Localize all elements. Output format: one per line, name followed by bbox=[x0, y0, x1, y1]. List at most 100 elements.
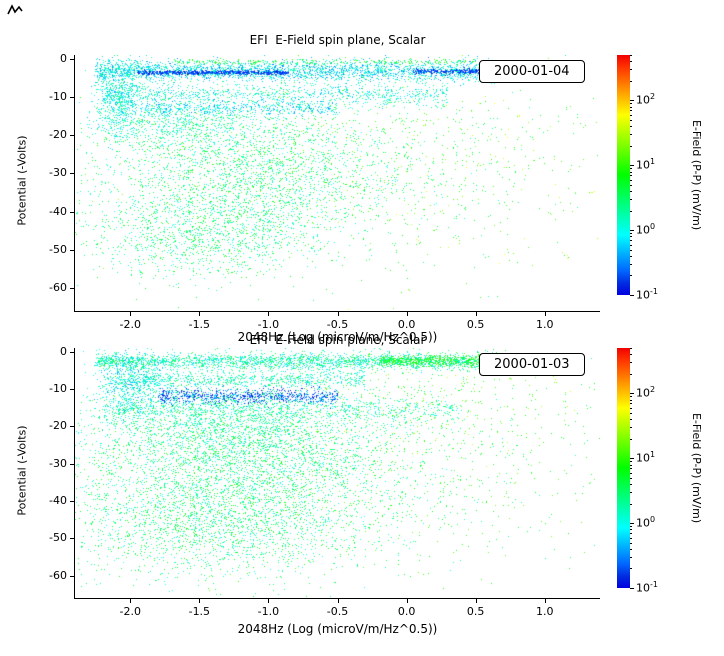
panel2-x-tick-label: 0.0 bbox=[397, 605, 416, 618]
panel2-colorbar-minor-tick bbox=[630, 477, 632, 479]
panel1-colorbar-minor-tick bbox=[630, 168, 632, 170]
panel2-scatter-canvas bbox=[75, 348, 600, 598]
panel1-colorbar-minor-tick bbox=[630, 199, 632, 201]
panel1-colorbar-tick bbox=[630, 100, 634, 102]
panel1-colorbar-minor-tick bbox=[630, 236, 632, 238]
panel2-colorbar-minor-tick bbox=[630, 348, 632, 350]
panel2-x-tick bbox=[406, 599, 408, 603]
panel1-colorbar-minor-tick bbox=[630, 233, 632, 235]
panel1-x-tick-label: 0.5 bbox=[466, 318, 485, 331]
panel1-colorbar-minor-tick bbox=[630, 249, 632, 251]
panel1-colorbar-minor-tick bbox=[630, 255, 632, 257]
panel1-colorbar-minor-tick bbox=[630, 114, 632, 116]
panel2-y-axis-line bbox=[74, 348, 75, 599]
panel1-colorbar-tick bbox=[630, 295, 634, 296]
panel2-colorbar-minor-tick bbox=[630, 407, 632, 409]
panel2-y-tick bbox=[70, 351, 74, 353]
panel1-colorbar-minor-tick bbox=[630, 80, 632, 82]
panel2-colorbar-minor-tick bbox=[630, 354, 632, 356]
panel1-colorbar-minor-tick bbox=[630, 171, 632, 173]
panel2-colorbar-minor-tick bbox=[630, 373, 632, 375]
panel2-y-tick bbox=[70, 389, 74, 391]
panel1-title: EFI E-Field spin plane, Scalar bbox=[249, 33, 426, 47]
panel1-x-tick bbox=[130, 312, 132, 316]
panel2-y-tick bbox=[70, 538, 74, 540]
panel2-colorbar-minor-tick bbox=[630, 548, 632, 550]
panel2-y-tick bbox=[70, 463, 74, 465]
panel2-y-tick-label: -10 bbox=[49, 382, 67, 396]
panel2-colorbar-minor-tick bbox=[630, 529, 632, 531]
panel1-yaxis-label: Potential (-Volts) bbox=[15, 135, 29, 226]
panel1-y-tick bbox=[70, 135, 74, 137]
panel2-colorbar-minor-tick bbox=[630, 503, 632, 505]
panel2-x-tick bbox=[268, 599, 270, 603]
panel1-colorbar bbox=[617, 55, 630, 295]
panel2-colorbar-minor-tick bbox=[630, 472, 632, 474]
panel1-colorbar-minor-tick bbox=[630, 55, 632, 57]
panel2-colorbar-tick-label: 10-1 bbox=[636, 580, 658, 595]
panel2-title: EFI E-Field spin plane, Scalar bbox=[249, 333, 426, 347]
panel1-colorbar-minor-tick bbox=[630, 69, 632, 71]
panel1-colorbar-minor-tick bbox=[630, 106, 632, 108]
panel2-colorbar-minor-tick bbox=[630, 526, 632, 528]
panel2-colorbar-tick bbox=[630, 458, 634, 460]
panel1-x-axis-line bbox=[74, 311, 600, 312]
panel2-colorbar-tick-label: 102 bbox=[636, 385, 656, 401]
panel1-y-axis-line bbox=[74, 55, 75, 312]
panel2-x-tick-label: -0.5 bbox=[326, 605, 349, 618]
panel2-x-tick-label: -2.0 bbox=[119, 605, 141, 618]
panel2-x-tick bbox=[475, 599, 477, 603]
panel2-colorbar-minor-tick bbox=[630, 464, 632, 466]
panel2-x-tick bbox=[544, 599, 546, 603]
panel1-y-tick bbox=[70, 58, 74, 60]
panel2-y-tick bbox=[70, 426, 74, 428]
panel2-colorbar-minor-tick bbox=[630, 412, 632, 414]
panel2-y-tick bbox=[70, 500, 74, 502]
panel1-x-tick-label: -1.0 bbox=[257, 318, 280, 331]
panel1-colorbar-minor-tick bbox=[630, 191, 632, 193]
panel2-yaxis-label: Potential (-Volts) bbox=[15, 425, 29, 516]
panel1-xaxis-label: 2048Hz (Log (microV/m/Hz^0.5)) bbox=[237, 330, 438, 344]
panel2-x-tick bbox=[199, 599, 201, 603]
panel1-colorbar-minor-tick bbox=[630, 103, 632, 105]
panel2-colorbar-minor-tick bbox=[630, 557, 632, 559]
panel2-colorbar-label: E-Field (P-P) (mV/m) bbox=[690, 412, 703, 524]
panel2-colorbar-tick bbox=[630, 393, 634, 395]
panel2-colorbar-minor-tick bbox=[630, 537, 632, 539]
panel2-x-tick-label: -1.0 bbox=[257, 605, 280, 618]
panel1-colorbar-minor-tick bbox=[630, 240, 632, 242]
panel1-x-tick-label: 1.0 bbox=[535, 318, 554, 331]
panel1-colorbar-minor-tick bbox=[630, 110, 632, 112]
panel2-colorbar-minor-tick bbox=[630, 438, 632, 440]
panel1-colorbar-minor-tick bbox=[630, 119, 632, 121]
panel2-x-tick bbox=[337, 599, 339, 603]
panel1-y-tick bbox=[70, 97, 74, 99]
panel2-y-tick bbox=[70, 575, 74, 577]
panel2-colorbar bbox=[617, 348, 630, 588]
panel1-colorbar-minor-tick bbox=[630, 264, 632, 266]
panel1-y-tick bbox=[70, 249, 74, 251]
panel2-colorbar-minor-tick bbox=[630, 403, 632, 405]
panel1-y-tick-label: -40 bbox=[49, 204, 67, 218]
panel1-colorbar-minor-tick bbox=[630, 244, 632, 246]
panel1-x-tick-label: 0.0 bbox=[397, 318, 416, 331]
panel1-x-tick bbox=[268, 312, 270, 316]
panel2-x-tick bbox=[130, 599, 132, 603]
panel2-x-tick-label: 1.0 bbox=[535, 605, 554, 618]
panel1-y-tick-label: 0 bbox=[60, 51, 67, 65]
panel1-y-tick bbox=[70, 173, 74, 175]
panel1-x-tick-label: -1.5 bbox=[188, 318, 211, 331]
panel1-x-tick bbox=[199, 312, 201, 316]
panel2-y-tick-label: -30 bbox=[49, 456, 67, 470]
panel1-y-tick-label: -50 bbox=[49, 242, 67, 256]
panel2-colorbar-minor-tick bbox=[630, 568, 632, 570]
panel2-x-tick-label: 0.5 bbox=[466, 605, 485, 618]
panel2-colorbar-minor-tick bbox=[630, 468, 632, 470]
panel1-colorbar-tick bbox=[630, 165, 634, 167]
panel2-colorbar-minor-tick bbox=[630, 484, 632, 486]
panel2-legend-date: 2000-01-03 bbox=[479, 353, 585, 376]
panel1-colorbar-minor-tick bbox=[630, 210, 632, 212]
panel2-colorbar-minor-tick bbox=[630, 492, 632, 494]
panel2-colorbar-tick-label: 101 bbox=[636, 450, 656, 465]
